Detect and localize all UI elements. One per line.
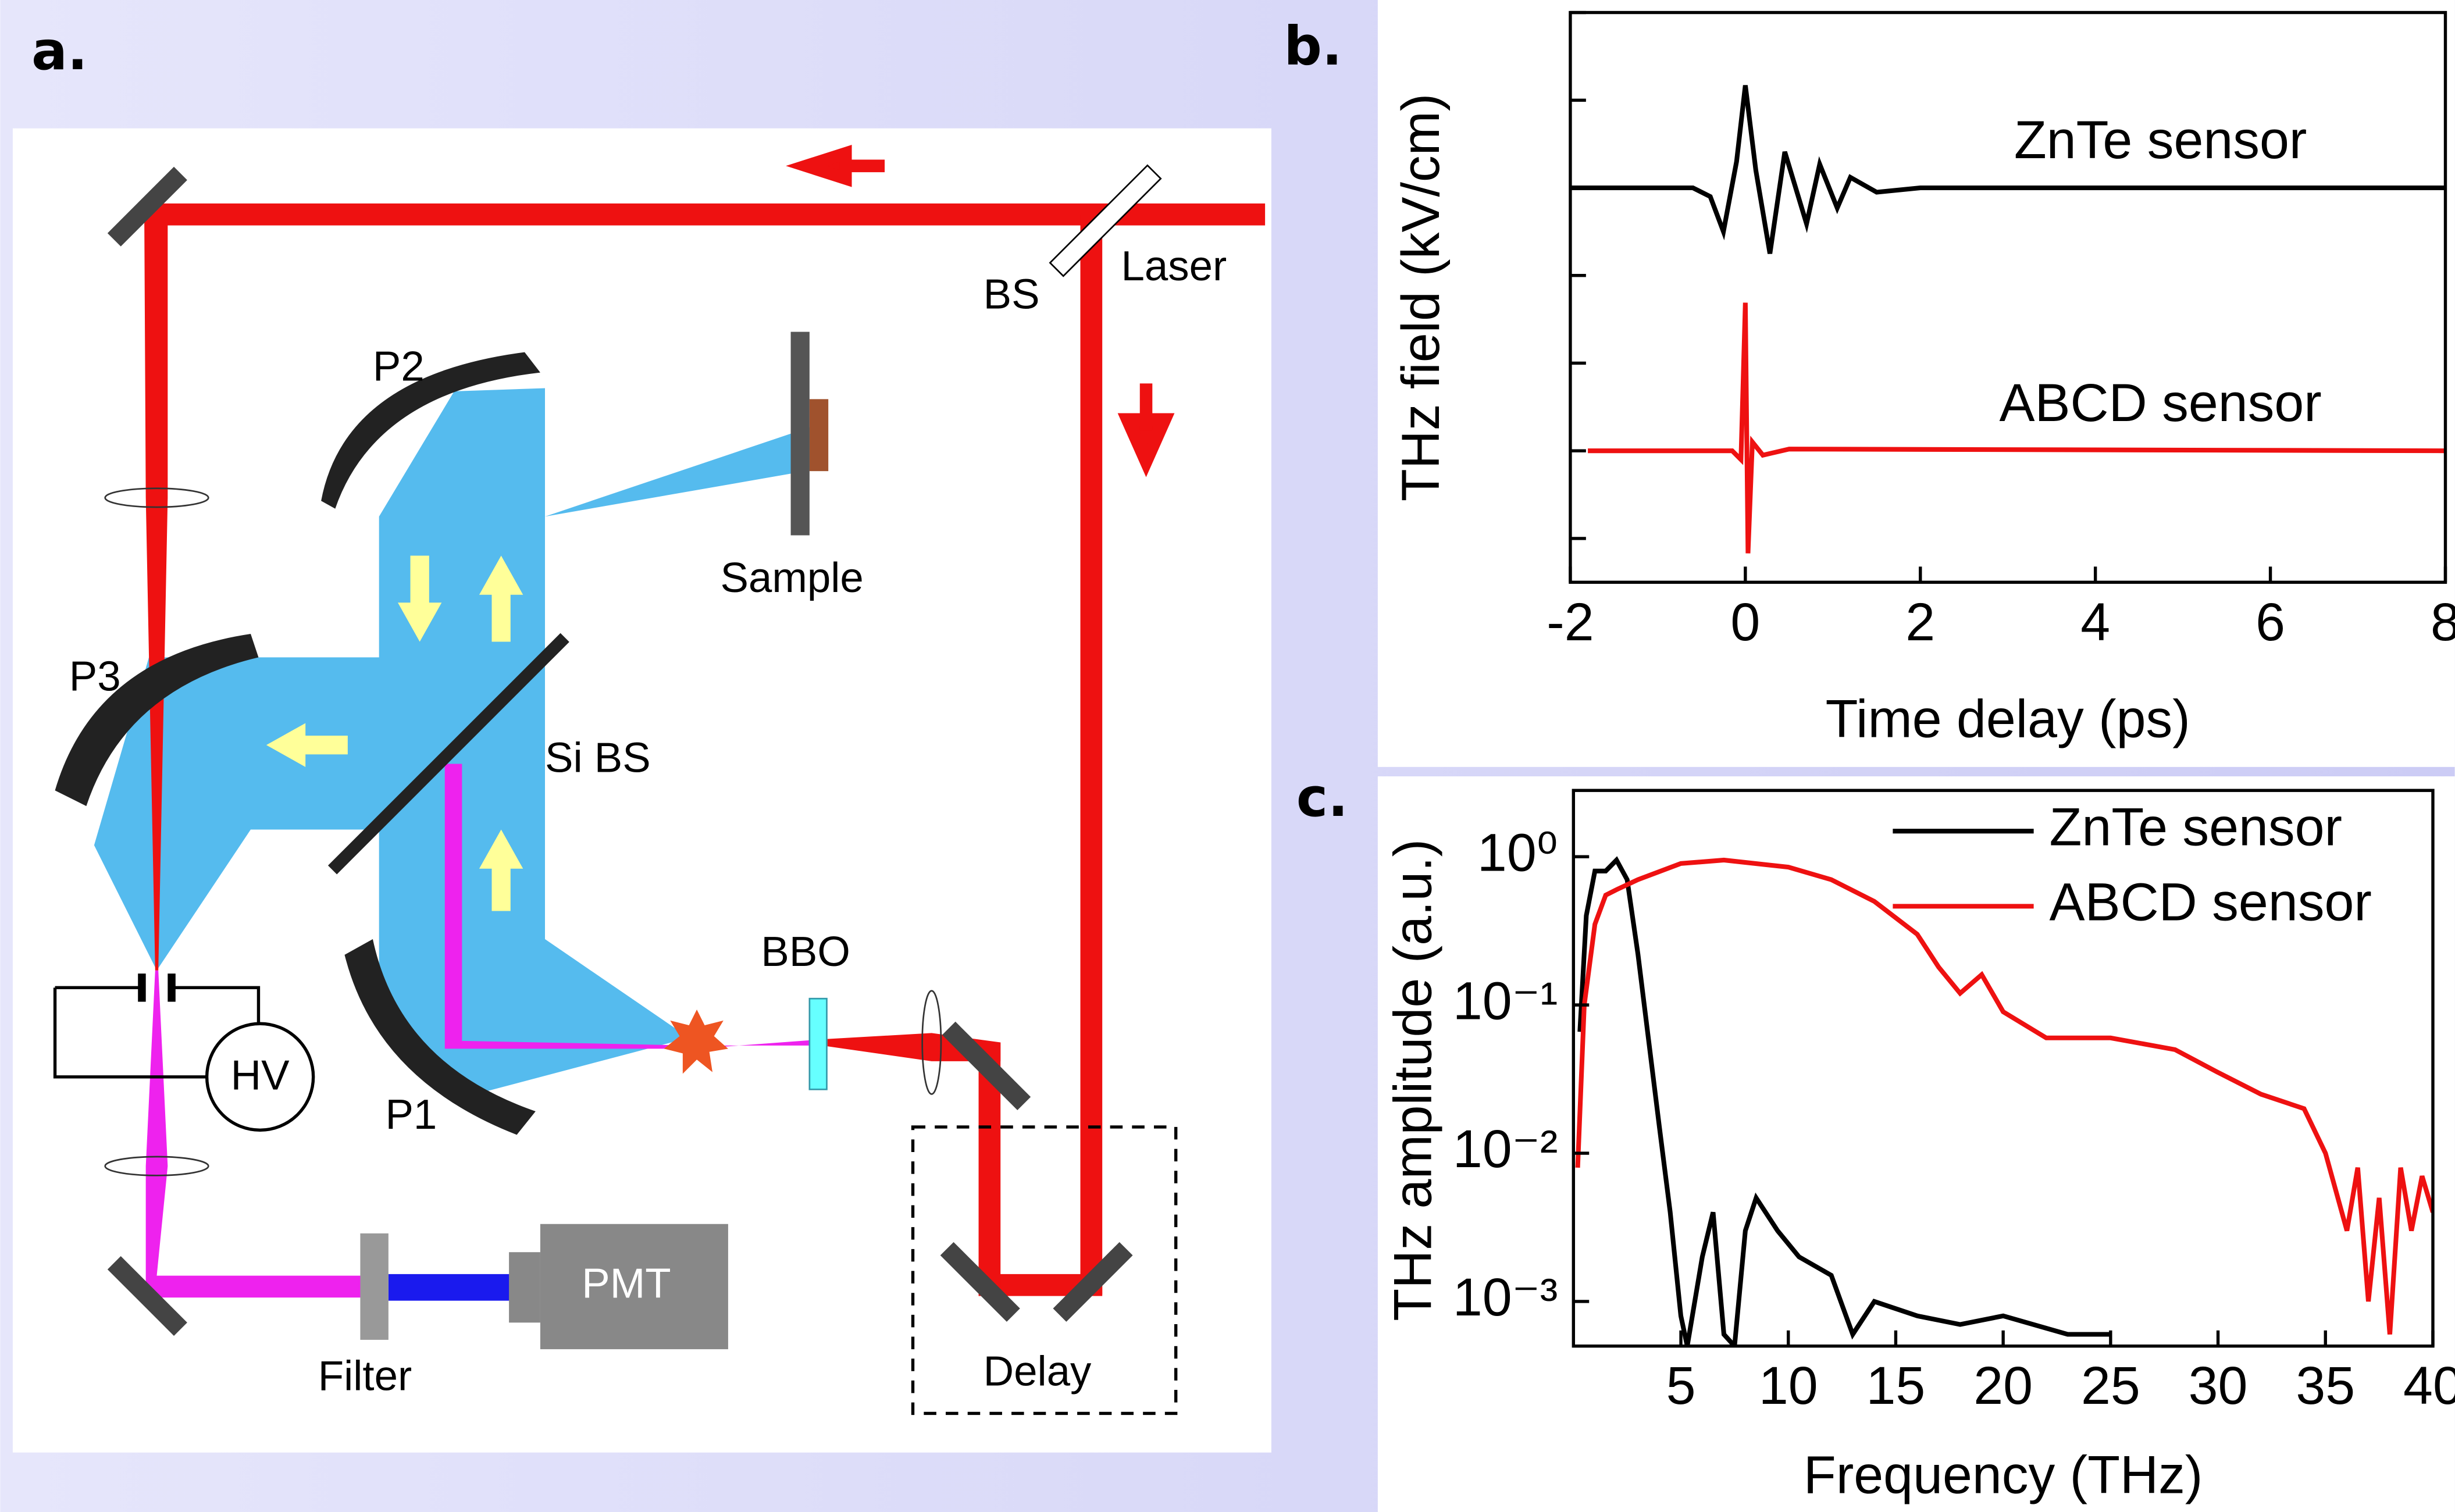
pmt (509, 1252, 540, 1323)
legend-label: ABCD sensor (2050, 873, 2372, 932)
x-tick-label: 5 (1666, 1356, 1696, 1415)
parabolic-mirror (344, 939, 536, 1135)
pmt (540, 1224, 728, 1350)
parabolic-mirror (55, 634, 259, 807)
y-tick-label: 10⁻² (1453, 1119, 1558, 1179)
x-tick-label: 35 (2296, 1356, 2355, 1415)
beam-splitter (1049, 164, 1162, 277)
x-tick-label: 30 (2189, 1356, 2248, 1415)
y-tick-label: 10⁻³ (1453, 1268, 1558, 1327)
si-bs (327, 633, 569, 875)
x-tick-label: 0 (1730, 593, 1760, 652)
x-tick-label: 4 (2080, 593, 2110, 652)
arrow (786, 145, 885, 187)
x-tick-label: 6 (2256, 593, 2285, 652)
x-tick-label: -2 (1547, 593, 1594, 652)
parabolic-mirror (321, 352, 540, 509)
lens (921, 990, 942, 1095)
x-tick-label: 2 (1905, 593, 1935, 652)
label: PMT (582, 1260, 671, 1307)
x-tick-label: 40 (2403, 1356, 2455, 1415)
series-line (1588, 302, 2446, 554)
label: P2 (373, 343, 425, 390)
electrode (138, 973, 146, 1002)
x-tick-label: 20 (1973, 1356, 2033, 1415)
axis-frame (1569, 10, 2447, 584)
legend-label: ZnTe sensor (2050, 797, 2342, 857)
series-line (1577, 856, 2111, 1346)
panel-label: c. (1296, 766, 1348, 829)
electrode (168, 973, 176, 1002)
lens (104, 1156, 209, 1176)
mirror (107, 166, 187, 247)
label: Sample (720, 554, 863, 601)
panel-c-bg (1377, 776, 2455, 1512)
series-line (1575, 857, 2433, 1335)
x-axis-title: Time delay (ps) (1826, 690, 2190, 749)
panel-b-bg (1377, 0, 2455, 767)
label: BBO (761, 928, 850, 975)
label: P3 (69, 652, 121, 700)
x-tick-label: 15 (1866, 1356, 1926, 1415)
hv-source (205, 1022, 315, 1132)
panel-label: a. (31, 20, 88, 82)
sample (809, 399, 829, 472)
mirror (107, 1256, 187, 1336)
blue-beam (388, 1274, 511, 1301)
label: P1 (385, 1091, 437, 1138)
label: Laser (1121, 243, 1227, 290)
y-axis-title: THz amplitude (a.u.) (1383, 839, 1442, 1321)
x-tick-label: 10 (1759, 1356, 1818, 1415)
delay-stage (911, 1125, 1178, 1415)
label: Delay (984, 1347, 1092, 1395)
diagram: P2 Sample P3 Si BS BBO P1 HV PMT Filter … (53, 145, 1266, 1415)
mirror (942, 1021, 1031, 1111)
label: Filter (318, 1352, 412, 1399)
legend-label: ABCD sensor (2000, 373, 2322, 433)
label: BS (984, 271, 1040, 318)
mirror (940, 1242, 1020, 1322)
y-tick-label: 10⁰ (1477, 823, 1558, 882)
arrow (1117, 383, 1175, 477)
y-tick-label: 10⁻¹ (1453, 971, 1558, 1030)
label: HV (231, 1052, 290, 1099)
y-axis-title: THz field (kV/cm) (1391, 94, 1451, 502)
lens (104, 487, 209, 508)
filter (360, 1233, 389, 1340)
x-axis-title: Frequency (THz) (1804, 1446, 2203, 1505)
plasma (664, 1010, 728, 1074)
x-tick-label: 25 (2081, 1356, 2140, 1415)
mirror (1053, 1242, 1133, 1322)
sample-holder (790, 331, 810, 536)
series-line (1570, 85, 2446, 254)
bbo (808, 997, 828, 1090)
arrows (266, 555, 523, 911)
panel-label: b. (1284, 15, 1342, 77)
x-tick-label: 8 (2431, 593, 2455, 652)
label: Si BS (545, 734, 651, 781)
laser-beam (1080, 214, 1103, 1295)
legend-label: ZnTe sensor (2014, 110, 2307, 170)
